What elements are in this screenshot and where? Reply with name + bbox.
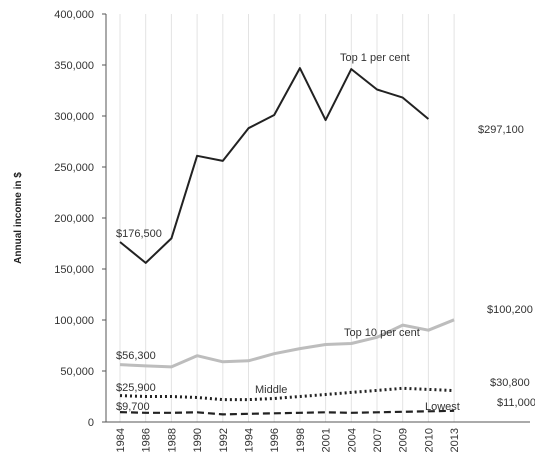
x-tick-labels: 1984 1986 1988 1990 1992 1994 1996 1998 2001 2004… [115,428,461,452]
y-tick-label: 400,000 [54,9,94,21]
series-label-top10: Top 10 per cent [344,327,420,339]
series-line-middle [119,386,455,402]
x-tick-label: 1990 [192,428,204,452]
series-lines [119,67,455,416]
x-tick-label: 2001 [321,428,333,452]
y-tick-label: 250,000 [54,162,94,174]
series-label-lowest: Lowest [425,401,460,413]
x-tick-label: 1996 [269,428,281,452]
y-tick-label: 150,000 [54,264,94,276]
series-label-top1: Top 1 per cent [340,52,410,64]
x-tick-label: 2007 [372,428,384,452]
x-tick-label: 2013 [449,428,461,452]
y-tick-label: 0 [88,417,94,429]
axes [102,13,530,423]
series-line-lowest [119,409,455,416]
x-tick-label: 2010 [423,428,435,452]
x-tick-label: 1988 [166,428,178,452]
x-tick-label: 1992 [218,428,230,452]
annotation-middle-start: $25,900 [116,382,156,394]
annotation-lowest-start: $9,700 [116,401,150,413]
x-tick-label: 1994 [244,428,256,452]
annotation-lowest-end: $11,000 [497,397,535,409]
y-tick-label: 100,000 [54,315,94,327]
x-tick-label: 1998 [295,428,307,452]
x-tick-label: 1986 [141,428,153,452]
x-tick-label: 2009 [398,428,410,452]
annotation-middle-end: $30,800 [490,377,530,389]
y-tick-labels: 0 50,000 100,000 150,000 200,000 250,000 300,0… [54,9,94,429]
annotation-top10-start: $56,300 [116,350,156,362]
series-line-top-10-per-cent [119,318,455,369]
annotation-top1-start: $176,500 [116,228,162,240]
grid-lines [119,14,455,422]
y-axis-label: Annual income in $ [13,172,24,264]
y-tick-label: 300,000 [54,111,94,123]
annotation-top10-end: $100,200 [487,304,533,316]
series-label-middle: Middle [255,384,287,396]
x-tick-label: 2004 [346,428,358,452]
annotation-top1-end: $297,100 [478,124,524,136]
x-tick-label: 1984 [115,428,127,452]
y-tick-label: 200,000 [54,213,94,225]
y-tick-label: 350,000 [54,60,94,72]
y-tick-label: 50,000 [60,366,94,378]
series-line-top-1-per-cent [119,67,430,264]
